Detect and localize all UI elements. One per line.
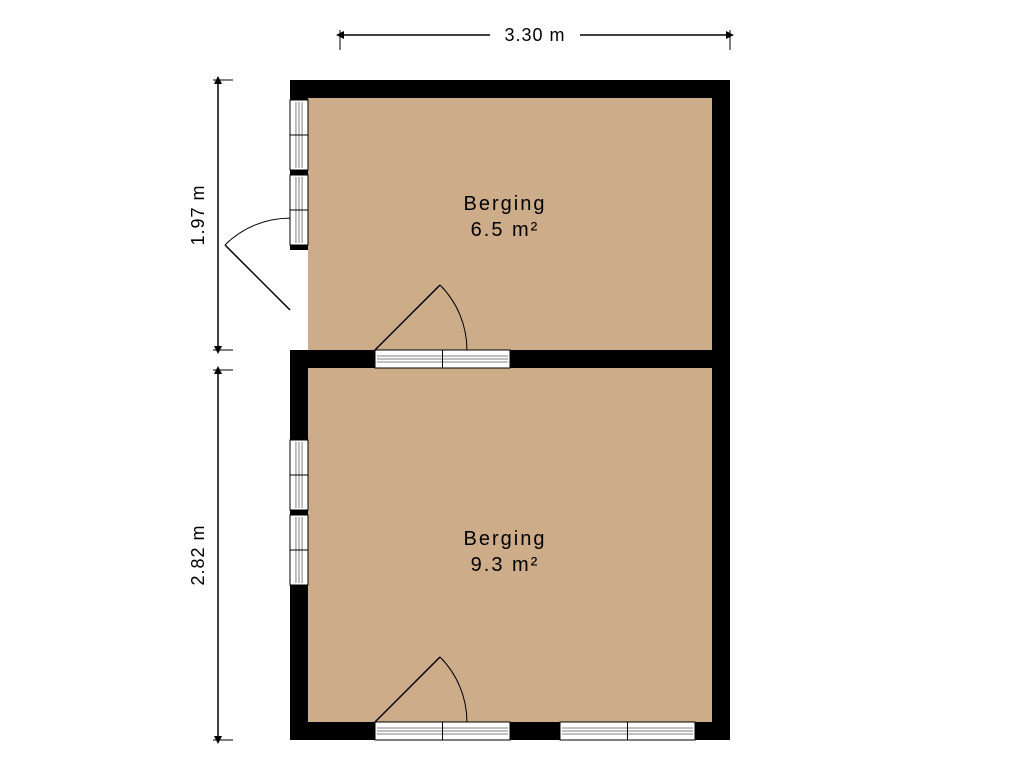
win-top-left-2 [290,175,308,245]
win-top-left-1 [290,100,308,170]
dim-top-label: 3.30 m [504,25,565,45]
win-bot-left-2 [290,515,308,585]
room-top-area: 6.5 m² [471,219,540,241]
floorplan-diagram: Berging 6.5 m² Berging 9.3 m² 3.30 m 1.97 m 2.… [0,0,1024,768]
dim-left-1-label: 1.97 m [188,184,208,245]
room-bottom-area: 9.3 m² [471,554,540,576]
room-top-name: Berging [464,193,547,215]
dim-left-2-label: 2.82 m [188,524,208,585]
wall-right [712,80,730,740]
room-bottom-name: Berging [464,528,547,550]
win-bot-left-1 [290,440,308,510]
win-bottom-1 [375,722,510,740]
door-top-ext [225,218,290,310]
win-bottom-2 [560,722,695,740]
wall-top [290,80,730,98]
win-mid-1 [375,350,510,368]
